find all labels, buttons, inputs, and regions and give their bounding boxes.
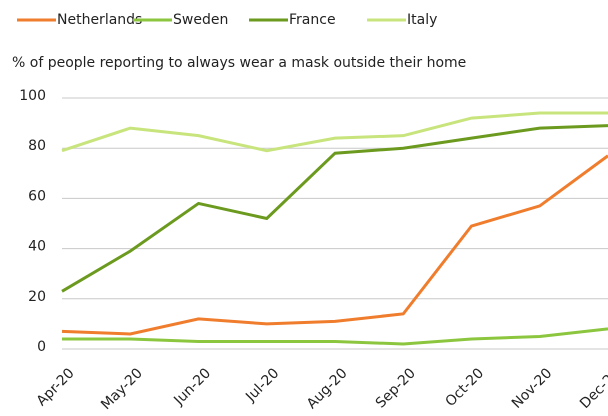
legend-label: France (289, 12, 336, 28)
data-line (61, 154, 608, 336)
data-line (61, 124, 608, 293)
data-line (62, 327, 608, 346)
chart-subtitle: % of people reporting to always wear a m… (12, 55, 466, 71)
y-tick-label: 100 (19, 88, 46, 104)
x-tick-label: Nov-20 (509, 365, 556, 412)
y-tick-label: 20 (28, 289, 46, 305)
x-tick-label: Apr-20 (34, 365, 78, 409)
y-tick-label: 40 (28, 239, 46, 255)
y-tick-label: 80 (28, 138, 46, 154)
legend-label: Italy (407, 12, 437, 28)
x-tick-label: Dec-20 (577, 365, 608, 412)
x-tick-label: Jun-20 (170, 365, 214, 409)
x-tick-label: Aug-20 (304, 365, 351, 412)
data-line (61, 111, 608, 153)
x-tick-label: Jul-20 (242, 365, 282, 405)
x-tick-label: May-20 (98, 365, 146, 413)
x-tick-label: Sep-20 (373, 365, 419, 411)
y-tick-label: 0 (37, 339, 46, 355)
y-tick-label: 60 (28, 188, 46, 204)
legend-label: Netherlands (57, 12, 142, 28)
legend-label: Sweden (173, 12, 228, 28)
x-tick-label: Oct-20 (443, 365, 488, 410)
